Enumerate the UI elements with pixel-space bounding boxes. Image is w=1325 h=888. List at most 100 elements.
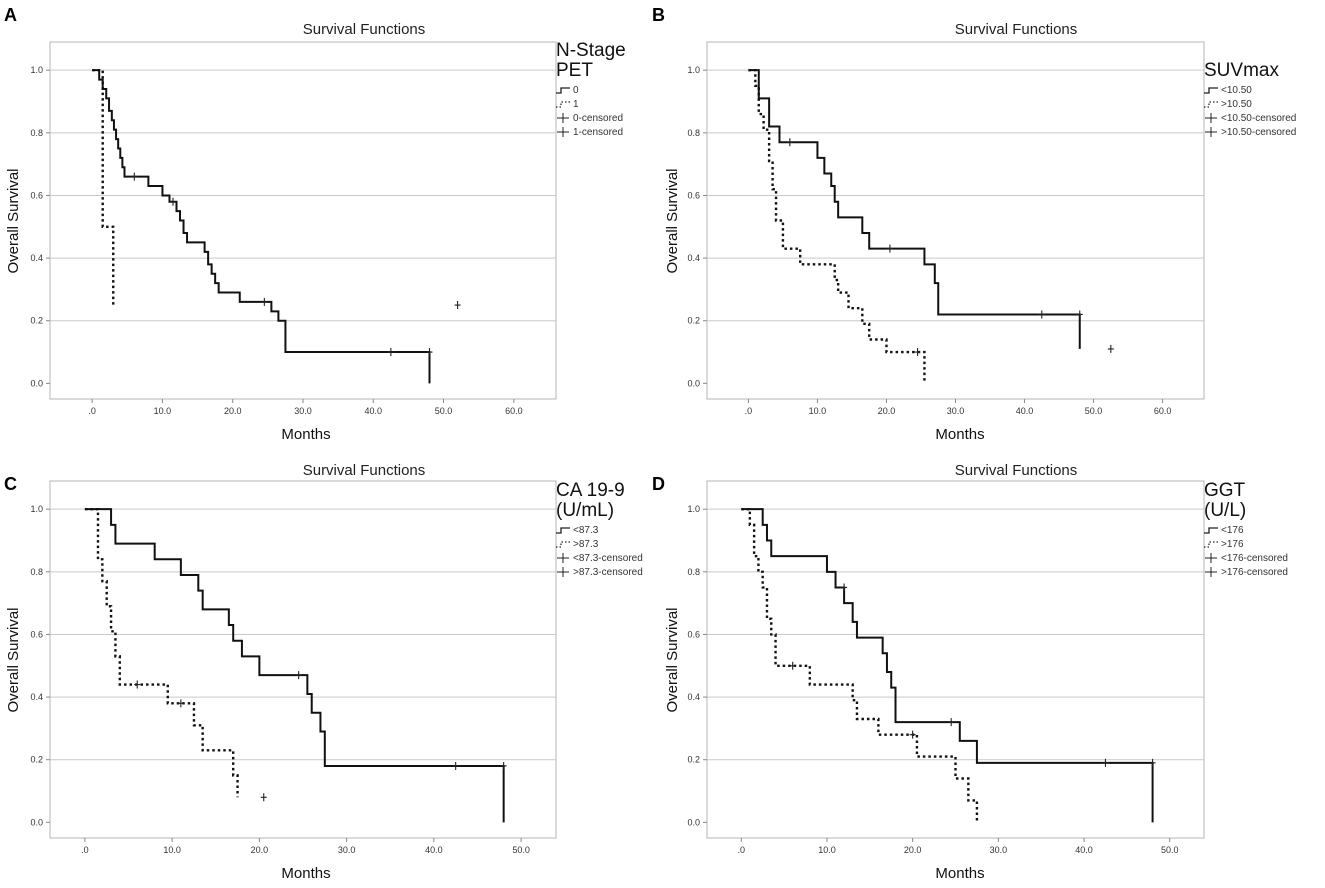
censor-mark — [260, 793, 267, 802]
legend-symbol — [1205, 553, 1217, 563]
panel-letter: C — [4, 474, 17, 494]
legend-entry: <176-censored — [1221, 553, 1288, 564]
y-tick-label: 0.0 — [687, 817, 700, 827]
legend-title: N-Stage — [556, 40, 626, 61]
y-tick-label: 0.0 — [30, 817, 43, 827]
y-tick-label: 0.4 — [30, 253, 43, 263]
legend-censor-mark — [557, 127, 569, 137]
series-line-solid — [741, 508, 1154, 823]
x-tick-label: 40.0 — [1016, 406, 1034, 416]
x-tick-label: 60.0 — [1154, 406, 1172, 416]
x-axis-label: Months — [281, 426, 330, 443]
x-tick-label: 20.0 — [878, 406, 896, 416]
y-axis-label: Overall Survival — [5, 168, 22, 273]
y-tick-label: 0.8 — [687, 567, 700, 577]
legend-entry: <87.3-censored — [573, 553, 643, 564]
censor-mark — [886, 244, 893, 253]
censor-mark — [1102, 758, 1109, 767]
legend-entry: <10.50-censored — [1221, 113, 1296, 124]
y-tick-label: 0.2 — [687, 316, 700, 326]
y-tick-label: 1.0 — [687, 504, 700, 514]
legend-title: (U/mL) — [556, 500, 614, 521]
x-axis-label: Months — [935, 426, 984, 443]
censor-mark — [169, 197, 176, 206]
legend-censor-mark — [557, 113, 569, 123]
legend-symbol — [557, 567, 569, 577]
plot-frame — [49, 480, 557, 839]
legend-entry: 1-censored — [573, 127, 623, 138]
plot-frame — [49, 41, 557, 400]
censor-mark — [500, 761, 507, 770]
censor-mark — [295, 671, 302, 680]
plot-frame — [706, 480, 1205, 839]
panel-a: 0.0 0.2 0.4 0.6 0.8 1.0 .0 10.0 20.0 30.0 40.0 50.0… — [4, 5, 626, 443]
legend-solid-line — [1204, 527, 1218, 534]
x-tick-label: 40.0 — [425, 845, 443, 855]
chart-title: Survival Functions — [955, 462, 1078, 479]
censor-mark — [914, 348, 921, 357]
y-tick-label: 1.0 — [687, 65, 700, 75]
legend-censor-mark — [1205, 567, 1217, 577]
legend-entry: >10.50 — [1221, 99, 1252, 110]
x-tick-label: .0 — [81, 845, 89, 855]
x-tick-label: 50.0 — [512, 845, 530, 855]
x-tick-label: 10.0 — [154, 406, 172, 416]
x-tick-label: 20.0 — [224, 406, 242, 416]
y-tick-label: 0.0 — [30, 378, 43, 388]
x-tick-label: 50.0 — [1161, 845, 1179, 855]
x-tick-label: 30.0 — [990, 845, 1008, 855]
x-tick-label: 10.0 — [809, 406, 827, 416]
legend-dotted-line — [1204, 101, 1218, 108]
legend-symbol — [1204, 541, 1218, 548]
legend-symbol — [1204, 101, 1218, 108]
legend-dotted-line — [556, 101, 570, 108]
censor-mark — [1149, 758, 1156, 767]
legend-symbol — [556, 527, 570, 534]
panel-c: 0.0 0.2 0.4 0.6 0.8 1.0 .0 10.0 20.0 30.0 40.0 50.0… — [4, 462, 643, 882]
legend-entry: >87.3-censored — [573, 567, 643, 578]
legend-entry: >87.3 — [573, 539, 599, 550]
legend-solid-line — [1204, 87, 1218, 94]
censor-mark — [131, 172, 138, 181]
x-tick-label: .0 — [738, 845, 746, 855]
y-tick-label: 0.0 — [687, 378, 700, 388]
x-tick-label: 40.0 — [365, 406, 383, 416]
chart-title: Survival Functions — [955, 21, 1078, 38]
series-line-dotted — [748, 68, 926, 384]
censor-mark — [909, 730, 916, 739]
censor-mark — [454, 301, 461, 310]
y-tick-label: 0.4 — [687, 692, 700, 702]
censor-mark — [387, 348, 394, 357]
series-line-dotted — [741, 507, 979, 823]
x-tick-label: 30.0 — [338, 845, 356, 855]
panel-letter: D — [652, 474, 665, 494]
legend-dotted-line — [1204, 541, 1218, 548]
panel-b: 0.0 0.2 0.4 0.6 0.8 1.0 .0 10.0 20.0 30.0 40.0 50.0… — [652, 5, 1296, 443]
y-tick-label: 1.0 — [30, 504, 43, 514]
panel-letter: B — [652, 5, 665, 25]
legend-solid-line — [556, 527, 570, 534]
y-axis-label: Overall Survival — [5, 607, 22, 712]
panel-d: 0.0 0.2 0.4 0.6 0.8 1.0 .0 10.0 20.0 30.0 40.0 50.0… — [652, 462, 1288, 882]
y-tick-label: 0.6 — [30, 629, 43, 639]
y-axis-label: Overall Survival — [664, 607, 681, 712]
legend-symbol — [556, 87, 570, 94]
legend-censor-mark — [557, 553, 569, 563]
legend-symbol — [556, 101, 570, 108]
censor-mark — [1038, 310, 1045, 319]
y-tick-label: 0.6 — [687, 629, 700, 639]
y-axis-label: Overall Survival — [664, 168, 681, 273]
x-axis-label: Months — [935, 865, 984, 882]
legend-title: CA 19-9 — [556, 480, 625, 501]
y-tick-label: 0.6 — [687, 190, 700, 200]
legend-title: PET — [556, 60, 593, 81]
legend-title: GGT — [1204, 480, 1246, 501]
y-tick-label: 0.2 — [30, 316, 43, 326]
legend-symbol — [1204, 527, 1218, 534]
legend-censor-mark — [1205, 113, 1217, 123]
censor-mark — [1076, 310, 1083, 319]
legend-symbol — [1205, 567, 1217, 577]
legend-symbol — [1205, 113, 1217, 123]
legend-entry: <87.3 — [573, 525, 599, 536]
